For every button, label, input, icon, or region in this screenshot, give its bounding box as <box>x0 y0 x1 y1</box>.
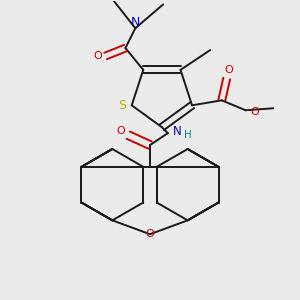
Text: N: N <box>130 16 140 29</box>
Text: O: O <box>224 64 233 75</box>
Text: O: O <box>116 126 125 136</box>
Text: H: H <box>184 130 191 140</box>
Text: S: S <box>118 99 126 112</box>
Text: O: O <box>93 51 102 61</box>
Text: O: O <box>250 107 259 117</box>
Text: O: O <box>146 229 154 239</box>
Text: N: N <box>173 125 182 138</box>
